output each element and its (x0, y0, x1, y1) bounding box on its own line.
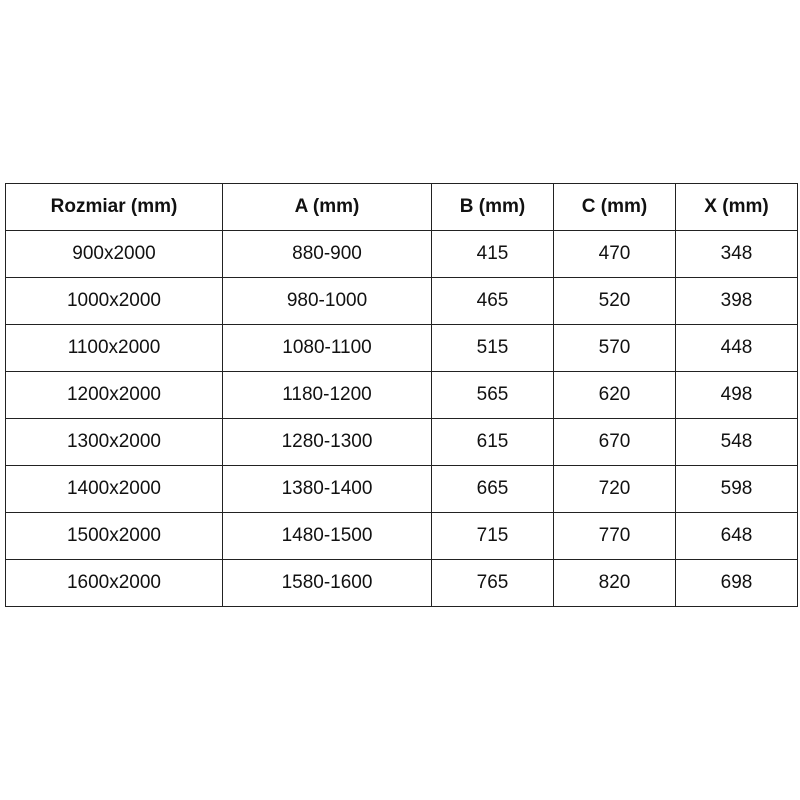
table-cell: 1280-1300 (222, 418, 432, 466)
table-cell: 570 (553, 324, 676, 372)
table-cell: 1200x2000 (5, 371, 223, 419)
table-cell: 415 (431, 230, 554, 278)
table-row: 1300x2000 1280-1300 615 670 548 (5, 418, 798, 466)
table-cell: 1580-1600 (222, 559, 432, 607)
table-cell: 698 (675, 559, 798, 607)
table-row: 1000x2000 980-1000 465 520 398 (5, 277, 798, 325)
table-row: 900x2000 880-900 415 470 348 (5, 230, 798, 278)
table-cell: 620 (553, 371, 676, 419)
table-cell: 515 (431, 324, 554, 372)
column-header: X (mm) (675, 183, 798, 231)
table-cell: 498 (675, 371, 798, 419)
table-cell: 665 (431, 465, 554, 513)
table-cell: 670 (553, 418, 676, 466)
table-cell: 980-1000 (222, 277, 432, 325)
table-cell: 448 (675, 324, 798, 372)
table-cell: 1100x2000 (5, 324, 223, 372)
table-cell: 470 (553, 230, 676, 278)
table-cell: 348 (675, 230, 798, 278)
table-row: 1200x2000 1180-1200 565 620 498 (5, 371, 798, 419)
table-cell: 1600x2000 (5, 559, 223, 607)
header-row: Rozmiar (mm) A (mm) B (mm) C (mm) X (mm) (5, 183, 798, 231)
table-row: 1500x2000 1480-1500 715 770 648 (5, 512, 798, 560)
table-cell: 900x2000 (5, 230, 223, 278)
table-cell: 770 (553, 512, 676, 560)
table-cell: 598 (675, 465, 798, 513)
table-cell: 1480-1500 (222, 512, 432, 560)
table-cell: 520 (553, 277, 676, 325)
table-row: 1100x2000 1080-1100 515 570 448 (5, 324, 798, 372)
dimensions-table: Rozmiar (mm) A (mm) B (mm) C (mm) X (mm) 900… (5, 183, 798, 607)
table-cell: 1180-1200 (222, 371, 432, 419)
table-cell: 1300x2000 (5, 418, 223, 466)
table-cell: 1000x2000 (5, 277, 223, 325)
table-cell: 398 (675, 277, 798, 325)
table-cell: 720 (553, 465, 676, 513)
column-header: Rozmiar (mm) (5, 183, 223, 231)
table-cell: 1080-1100 (222, 324, 432, 372)
table-cell: 1400x2000 (5, 465, 223, 513)
table-row: 1400x2000 1380-1400 665 720 598 (5, 465, 798, 513)
table-cell: 880-900 (222, 230, 432, 278)
table-cell: 465 (431, 277, 554, 325)
table-cell: 715 (431, 512, 554, 560)
table-cell: 1500x2000 (5, 512, 223, 560)
table-row: 1600x2000 1580-1600 765 820 698 (5, 559, 798, 607)
column-header: A (mm) (222, 183, 432, 231)
table-cell: 548 (675, 418, 798, 466)
column-header: B (mm) (431, 183, 554, 231)
table-cell: 1380-1400 (222, 465, 432, 513)
column-header: C (mm) (553, 183, 676, 231)
table-cell: 820 (553, 559, 676, 607)
table-cell: 648 (675, 512, 798, 560)
table-cell: 565 (431, 371, 554, 419)
table-cell: 615 (431, 418, 554, 466)
table-cell: 765 (431, 559, 554, 607)
